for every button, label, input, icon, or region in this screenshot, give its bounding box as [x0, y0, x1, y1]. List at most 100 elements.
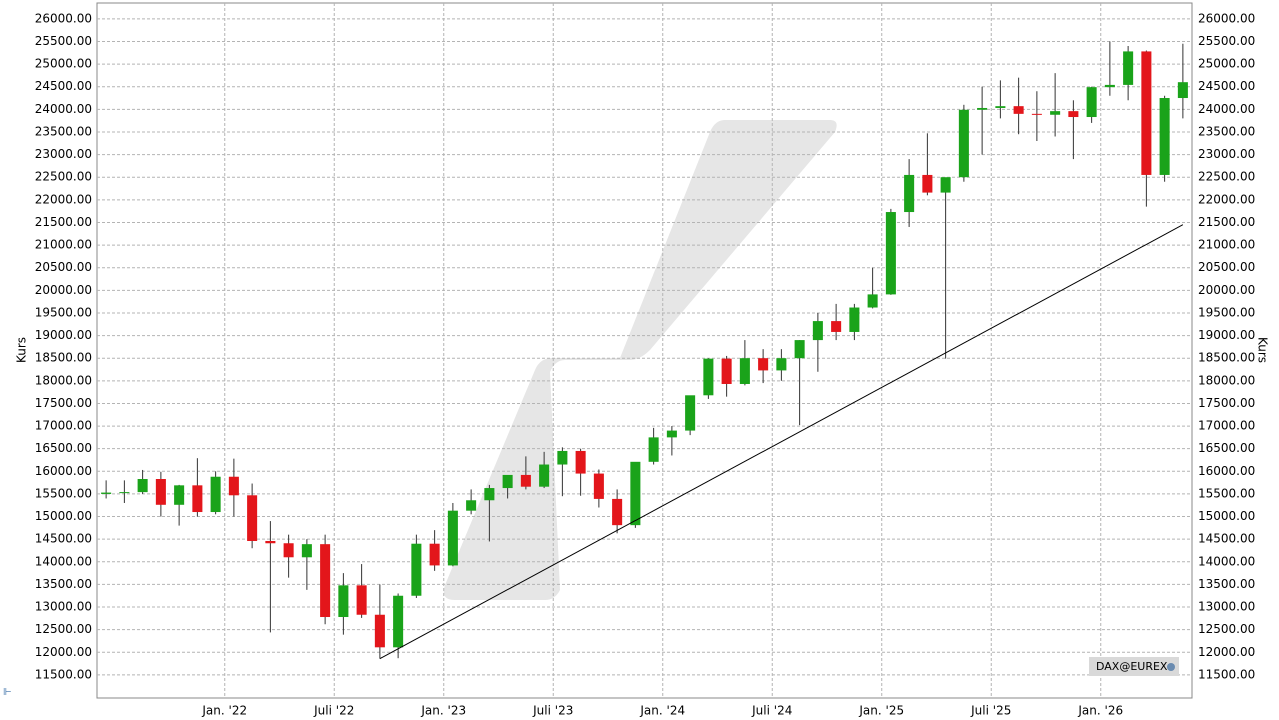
- x-tick-label: Jan. '25: [858, 704, 904, 718]
- y2-tick-label: 17000.00: [1198, 419, 1255, 433]
- candle-body: [831, 321, 842, 332]
- y2-tick-label: 25000.00: [1198, 57, 1255, 71]
- candle-body: [502, 474, 513, 489]
- candle-body: [1068, 111, 1079, 118]
- candle-body: [484, 488, 495, 501]
- y-tick-label: 20500.00: [35, 260, 92, 274]
- y2-tick-label: 18000.00: [1198, 373, 1255, 387]
- candle-body: [794, 340, 805, 359]
- candle-body: [922, 174, 933, 193]
- candle-body: [977, 107, 988, 110]
- candle-body: [265, 540, 276, 544]
- y2-tick-label: 16500.00: [1198, 441, 1255, 455]
- y2-tick-label: 13500.00: [1198, 577, 1255, 591]
- y-tick-label: 25500.00: [35, 34, 92, 48]
- candle-body: [958, 109, 969, 178]
- y-tick-label: 18000.00: [35, 373, 92, 387]
- y-axis-label: Kurs: [15, 337, 29, 363]
- candle-body: [995, 106, 1006, 108]
- x-tick-label: Jan. '23: [420, 704, 466, 718]
- candle-body: [666, 430, 677, 438]
- candle-body: [812, 321, 823, 341]
- y2-tick-label: 16000.00: [1198, 464, 1255, 478]
- y-tick-label: 22500.00: [35, 170, 92, 184]
- y2-tick-label: 14500.00: [1198, 532, 1255, 546]
- y-tick-label: 24000.00: [35, 102, 92, 116]
- candle-body: [575, 450, 586, 474]
- candle-body: [703, 358, 714, 396]
- y2-tick-label: 23500.00: [1198, 124, 1255, 138]
- candle-body: [101, 492, 112, 494]
- candle-body: [1123, 51, 1134, 85]
- candle-body: [192, 485, 203, 513]
- candle-body: [1177, 82, 1188, 99]
- candle-body: [119, 492, 130, 494]
- y2-tick-label: 15500.00: [1198, 486, 1255, 500]
- y2-tick-label: 26000.00: [1198, 11, 1255, 25]
- y2-tick-label: 22000.00: [1198, 192, 1255, 206]
- y2-tick-label: 11500.00: [1198, 667, 1255, 681]
- y-tick-label: 26000.00: [35, 11, 92, 25]
- y2-tick-label: 17500.00: [1198, 396, 1255, 410]
- y-tick-label: 12500.00: [35, 622, 92, 636]
- marks: 11500.00 11500.00 12000.00 12000.00 12500.00…: [35, 3, 1255, 718]
- candle-body: [1031, 113, 1042, 115]
- candle-body: [721, 358, 732, 384]
- y-tick-label: 23500.00: [35, 124, 92, 138]
- candle-body: [1159, 98, 1170, 175]
- y-tick-label: 12000.00: [35, 645, 92, 659]
- candle-body: [447, 510, 458, 566]
- y2-axis-label: Kurs: [1256, 337, 1270, 363]
- y-tick-label: 16500.00: [35, 441, 92, 455]
- candle-body: [648, 437, 659, 462]
- x-tick-label: Jan. '26: [1077, 704, 1123, 718]
- y2-tick-label: 19500.00: [1198, 305, 1255, 319]
- candle-body: [356, 585, 367, 615]
- x-tick-label: Jan. '22: [201, 704, 247, 718]
- candle-body: [1086, 87, 1097, 118]
- y2-tick-label: 18500.00: [1198, 351, 1255, 365]
- candle-body: [1104, 84, 1115, 88]
- y-tick-label: 15500.00: [35, 486, 92, 500]
- candle-body: [283, 543, 294, 558]
- candle-body: [155, 479, 166, 505]
- y2-tick-label: 20000.00: [1198, 283, 1255, 297]
- candle-body: [301, 544, 312, 558]
- y-tick-label: 24500.00: [35, 79, 92, 93]
- y-tick-label: 23000.00: [35, 147, 92, 161]
- x-tick-label: Juli '22: [313, 704, 354, 718]
- candle-body: [429, 543, 440, 566]
- y2-tick-label: 23000.00: [1198, 147, 1255, 161]
- x-tick-label: Juli '23: [532, 704, 573, 718]
- y2-tick-label: 13000.00: [1198, 600, 1255, 614]
- x-tick-label: Jan. '24: [639, 704, 685, 718]
- y-tick-label: 21500.00: [35, 215, 92, 229]
- trend-line: [379, 224, 1184, 660]
- y-tick-label: 25000.00: [35, 57, 92, 71]
- candle-body: [374, 614, 385, 648]
- badge: DAX@EUREX: [1096, 660, 1168, 673]
- y2-tick-label: 14000.00: [1198, 554, 1255, 568]
- y2-tick-label: 22500.00: [1198, 170, 1255, 184]
- candle-body: [630, 461, 641, 526]
- candle-body: [338, 585, 349, 618]
- candle-body: [557, 450, 568, 465]
- x-tick-label: Juli '25: [970, 704, 1011, 718]
- candle-body: [520, 474, 531, 487]
- candle-body: [1141, 51, 1152, 175]
- candle-body: [940, 177, 951, 193]
- candle-body: [885, 212, 896, 295]
- y-tick-label: 13500.00: [35, 577, 92, 591]
- y-tick-label: 22000.00: [35, 192, 92, 206]
- y-tick-label: 21000.00: [35, 238, 92, 252]
- candle-body: [776, 358, 787, 371]
- candle-body: [593, 473, 604, 499]
- y-tick-label: 19500.00: [35, 305, 92, 319]
- y-tick-label: 16000.00: [35, 464, 92, 478]
- candle-body: [758, 358, 769, 371]
- y2-tick-label: 19000.00: [1198, 328, 1255, 342]
- candle-body: [1013, 106, 1024, 114]
- badge-icon: [1167, 663, 1175, 671]
- y-tick-label: 18500.00: [35, 351, 92, 365]
